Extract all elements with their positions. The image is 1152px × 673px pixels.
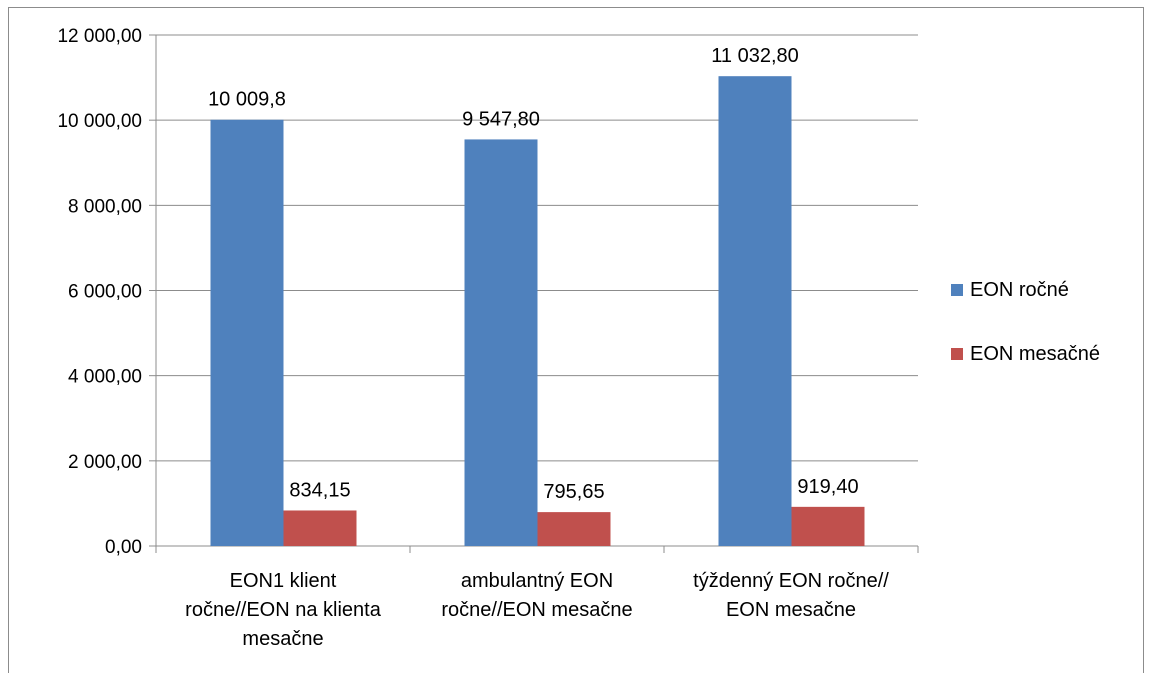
bar <box>283 510 357 546</box>
data-label: 10 009,8 <box>208 89 286 111</box>
bar <box>718 76 792 547</box>
x-category-label: ambulantný EON <box>461 570 613 592</box>
y-tick-label: 4 000,00 <box>68 367 142 388</box>
bar <box>464 139 538 546</box>
legend-swatch <box>951 348 963 360</box>
x-category-label: ročne//EON na klienta <box>185 599 382 621</box>
x-category-label: mesačne <box>242 628 323 650</box>
bar <box>537 512 611 546</box>
legend-swatch <box>951 284 963 296</box>
data-label: 795,65 <box>543 481 604 503</box>
legend-label: EON ročné <box>970 279 1069 301</box>
x-category-label: ročne//EON mesačne <box>441 599 632 621</box>
data-label: 919,40 <box>797 476 858 498</box>
x-category-label: týždenný EON ročne// <box>693 570 889 592</box>
data-label: 834,15 <box>289 479 350 501</box>
bar <box>791 506 865 546</box>
bar <box>210 119 284 546</box>
chart-frame <box>8 7 1144 673</box>
y-tick-label: 6 000,00 <box>68 282 142 303</box>
y-tick-label: 12 000,00 <box>57 26 142 47</box>
legend-label: EON mesačné <box>970 343 1100 365</box>
y-tick-label: 2 000,00 <box>68 452 142 473</box>
y-tick-label: 8 000,00 <box>68 196 142 217</box>
x-category-label: EON mesačne <box>726 599 856 621</box>
data-label: 11 032,80 <box>711 45 799 67</box>
data-label: 9 547,80 <box>462 108 540 130</box>
y-tick-label: 10 000,00 <box>57 111 142 132</box>
x-category-label: EON1 klient <box>230 570 337 592</box>
y-tick-label: 0,00 <box>105 537 142 558</box>
